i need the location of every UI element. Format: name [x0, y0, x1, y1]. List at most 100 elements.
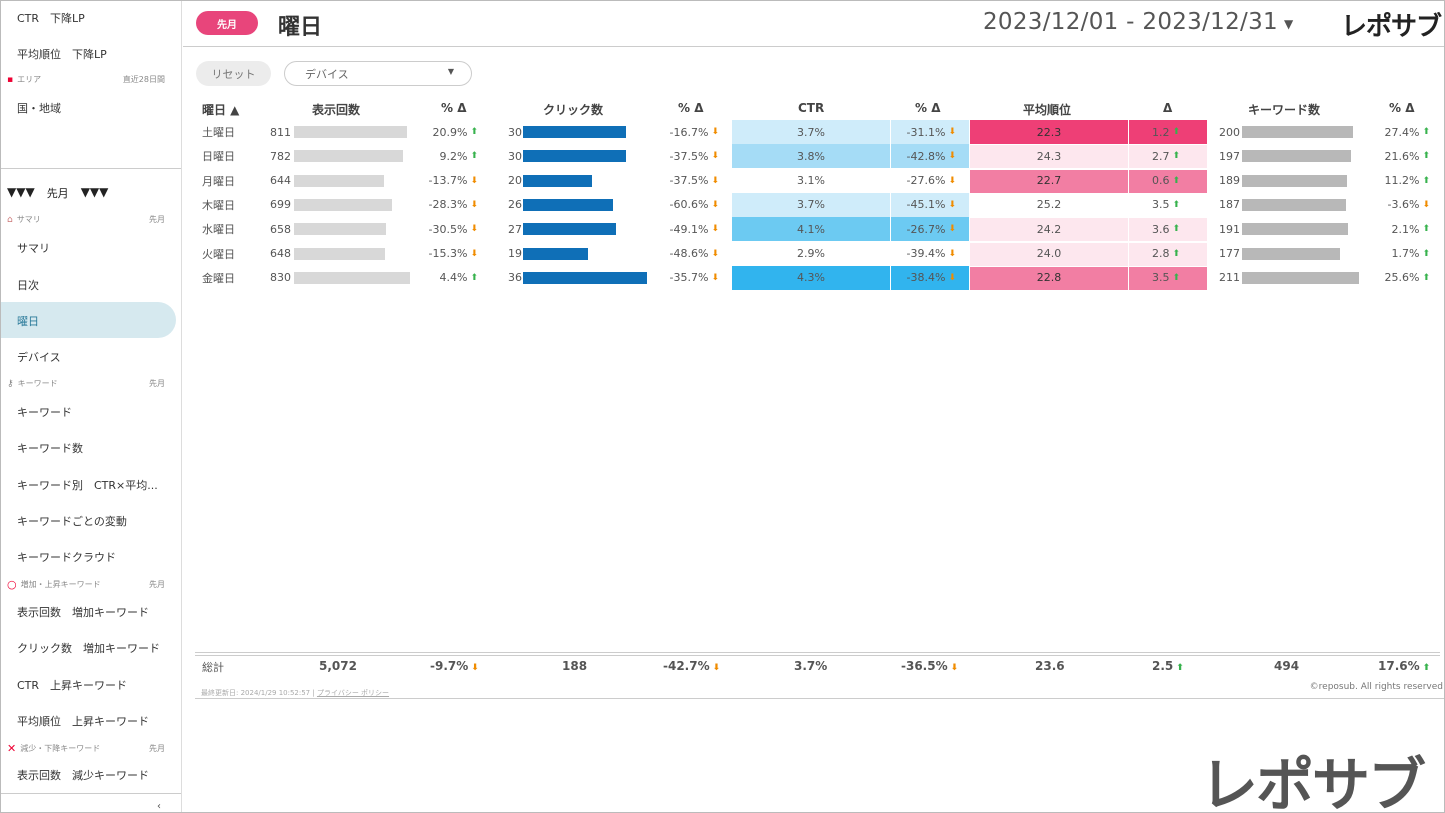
ctr-delta-value: -39.4% — [906, 247, 946, 260]
col-header-click-delta[interactable]: % Δ — [678, 101, 704, 115]
clicks-bar — [523, 198, 613, 211]
clicks-bar — [523, 247, 589, 260]
period-selector[interactable]: ▼▼▼ 先月 ▼▼▼ — [7, 185, 108, 201]
section-label: キーワード — [17, 379, 58, 388]
table-row[interactable]: 木曜日 699 -28.3% ⬇ 26 -60.6% ⬇ 3.7% -45.1% ⬇ 25.2 3.5… — [195, 192, 1440, 217]
pos-delta-value: 3.5 — [1151, 198, 1170, 212]
click-delta-value: -37.5% — [669, 174, 709, 188]
table-row[interactable]: 水曜日 658 -30.5% ⬇ 27 -49.1% ⬇ 4.1% -26.7% ⬇ 24.2 3.6… — [195, 217, 1440, 242]
section-label: 減少・下降キーワード — [20, 744, 101, 753]
arrow-down-icon: ⬇ — [470, 224, 478, 235]
page-title: 曜日 — [278, 15, 323, 40]
kw-delta-value: 11.2% — [1384, 174, 1420, 188]
sidebar-item-keyword-cloud[interactable]: キーワードクラウド — [17, 551, 116, 564]
sidebar-item-weekday[interactable]: 曜日 — [17, 315, 39, 328]
imp-delta-value: 4.4% — [439, 271, 468, 285]
sidebar-item-ctr-drop-lp[interactable]: CTR 下降LP — [17, 12, 85, 25]
table-row[interactable]: 月曜日 644 -13.7% ⬇ 20 -37.5% ⬇ 3.1% -27.6% ⬇ 22.7 0.6… — [195, 168, 1440, 193]
col-header-kw-delta[interactable]: % Δ — [1389, 101, 1415, 115]
keywords-bar — [1242, 126, 1353, 138]
col-header-ctr-delta[interactable]: % Δ — [915, 101, 941, 115]
arrow-up-icon: ⬆ — [1172, 127, 1180, 137]
col-header-keywords[interactable]: キーワード数 — [1248, 103, 1321, 117]
sidebar-item-position-increase[interactable]: 平均順位 上昇キーワード — [17, 715, 149, 728]
sidebar-item-summary[interactable]: サマリ — [17, 242, 50, 255]
total-divider — [195, 652, 1440, 653]
ctr-delta: -45.1% ⬇ — [890, 193, 956, 217]
sidebar-item-country[interactable]: 国・地域 — [17, 102, 61, 115]
position-cell: 25.2 — [1036, 198, 1062, 212]
ctr-cell: 3.8% — [797, 149, 825, 163]
imp-delta-value: -28.3% — [428, 198, 468, 212]
pos-delta-cell-bg — [1128, 144, 1207, 169]
total-ctr: 3.7% — [794, 659, 828, 673]
table-row[interactable]: 金曜日 830 4.4% ⬆ 36 -35.7% ⬇ 4.3% -38.4% ⬇ 22.8 3.5 ⬆ 2… — [195, 265, 1440, 290]
arrow-down-icon: ⬇ — [711, 248, 719, 259]
device-select[interactable]: デバイス ▼ — [284, 61, 472, 86]
day-cell: 土曜日 — [202, 126, 235, 139]
col-header-day[interactable]: 曜日 ▲ — [202, 103, 240, 117]
col-header-pos-delta[interactable]: Δ — [1163, 101, 1173, 115]
impressions-bar — [294, 223, 386, 236]
total-keywords: 494 — [1274, 659, 1300, 673]
ctr-delta-value: -26.7% — [906, 222, 946, 236]
table-row[interactable]: 土曜日 811 20.9% ⬆ 30 -16.7% ⬇ 3.7% -31.1% ⬇ 22.3 1.2 ⬆… — [195, 120, 1440, 144]
sidebar-item-keyword-change[interactable]: キーワードごとの変動 — [17, 515, 127, 528]
position-cell-bg — [970, 217, 1128, 242]
sidebar-item-imp-decrease[interactable]: 表示回数 減少キーワード — [17, 769, 149, 782]
reset-button[interactable]: リセット — [196, 61, 271, 86]
table-row[interactable]: 日曜日 782 9.2% ⬆ 30 -37.5% ⬇ 3.8% -42.8% ⬇ 24.3 2.7 ⬆ 1… — [195, 144, 1440, 169]
kw-delta-value: 2.1% — [1391, 222, 1420, 236]
arrow-down-icon: ⬇ — [948, 151, 956, 162]
sidebar-item-position-drop-lp[interactable]: 平均順位 下降LP — [17, 48, 107, 61]
selector-arrows-right: ▼▼▼ — [80, 185, 109, 199]
ctr-delta-value: -42.8% — [906, 149, 946, 163]
period-pill[interactable]: 先月 — [196, 11, 258, 35]
collapse-icon[interactable]: ‹ — [157, 801, 161, 812]
imp-delta: -28.3% ⬇ — [395, 193, 478, 217]
date-range[interactable]: 2023/12/01 - 2023/12/31 — [983, 9, 1278, 35]
col-header-imp-delta[interactable]: % Δ — [441, 101, 467, 115]
col-header-ctr[interactable]: CTR — [798, 101, 825, 115]
arrow-up-icon: ⬆ — [1422, 151, 1430, 162]
section-period: 直近28日間 — [122, 75, 165, 84]
keywords-cell: 189 — [1219, 174, 1240, 188]
col-header-impressions[interactable]: 表示回数 — [312, 103, 361, 117]
click-delta-value: -16.7% — [669, 125, 709, 139]
col-header-clicks[interactable]: クリック数 — [543, 103, 604, 117]
sidebar-item-keyword[interactable]: キーワード — [17, 406, 72, 419]
sidebar-section-decrease: ✕ 減少・下降キーワード 先月 — [7, 742, 165, 755]
imp-delta: 9.2% ⬆ — [395, 144, 479, 168]
sidebar-section-area: ▪ エリア 直近28日間 — [7, 74, 165, 85]
sidebar-item-device[interactable]: デバイス — [17, 351, 61, 364]
pos-delta: 3.6 ⬆ — [1128, 217, 1180, 241]
total-pos-delta: 2.5 ⬆ — [1152, 659, 1184, 673]
position-cell: 22.8 — [1036, 271, 1062, 285]
arrow-down-icon: ⬇ — [948, 224, 956, 235]
pos-delta: 2.7 ⬆ — [1128, 144, 1180, 168]
ctr-delta: -31.1% ⬇ — [890, 120, 956, 144]
sidebar-item-keyword-ctr-position[interactable]: キーワード別 CTR×平均... — [17, 479, 158, 492]
sidebar-item-imp-increase[interactable]: 表示回数 増加キーワード — [17, 606, 149, 619]
clicks-bar — [523, 174, 592, 187]
caret-down-icon[interactable]: ▼ — [1284, 17, 1294, 31]
click-delta-value: -37.5% — [669, 149, 709, 163]
sidebar-divider — [1, 793, 181, 794]
total-impressions: 5,072 — [319, 659, 357, 673]
ctr-delta-value: -45.1% — [906, 198, 946, 212]
sidebar-item-ctr-increase[interactable]: CTR 上昇キーワード — [17, 679, 128, 692]
clicks-cell: 30 — [508, 125, 522, 139]
sidebar-item-click-increase[interactable]: クリック数 増加キーワード — [17, 642, 160, 655]
privacy-policy-link[interactable]: プライバシー ポリシー — [316, 689, 390, 697]
arrow-down-icon: ⬇ — [470, 248, 478, 259]
pos-delta: 3.5 ⬆ — [1128, 193, 1180, 217]
kw-delta: 27.4% ⬆ — [1355, 120, 1431, 144]
clicks-cell: 36 — [508, 271, 522, 285]
position-cell-bg — [970, 120, 1128, 144]
table-row[interactable]: 火曜日 648 -15.3% ⬇ 19 -48.6% ⬇ 2.9% -39.4% ⬇ 24.0 2.8… — [195, 241, 1440, 266]
sidebar-item-daily[interactable]: 日次 — [17, 279, 39, 292]
sidebar-item-keyword-count[interactable]: キーワード数 — [17, 442, 83, 455]
keywords-cell: 191 — [1219, 222, 1240, 236]
col-header-position[interactable]: 平均順位 — [1023, 103, 1072, 117]
arrow-up-icon: ⬆ — [1422, 663, 1431, 673]
